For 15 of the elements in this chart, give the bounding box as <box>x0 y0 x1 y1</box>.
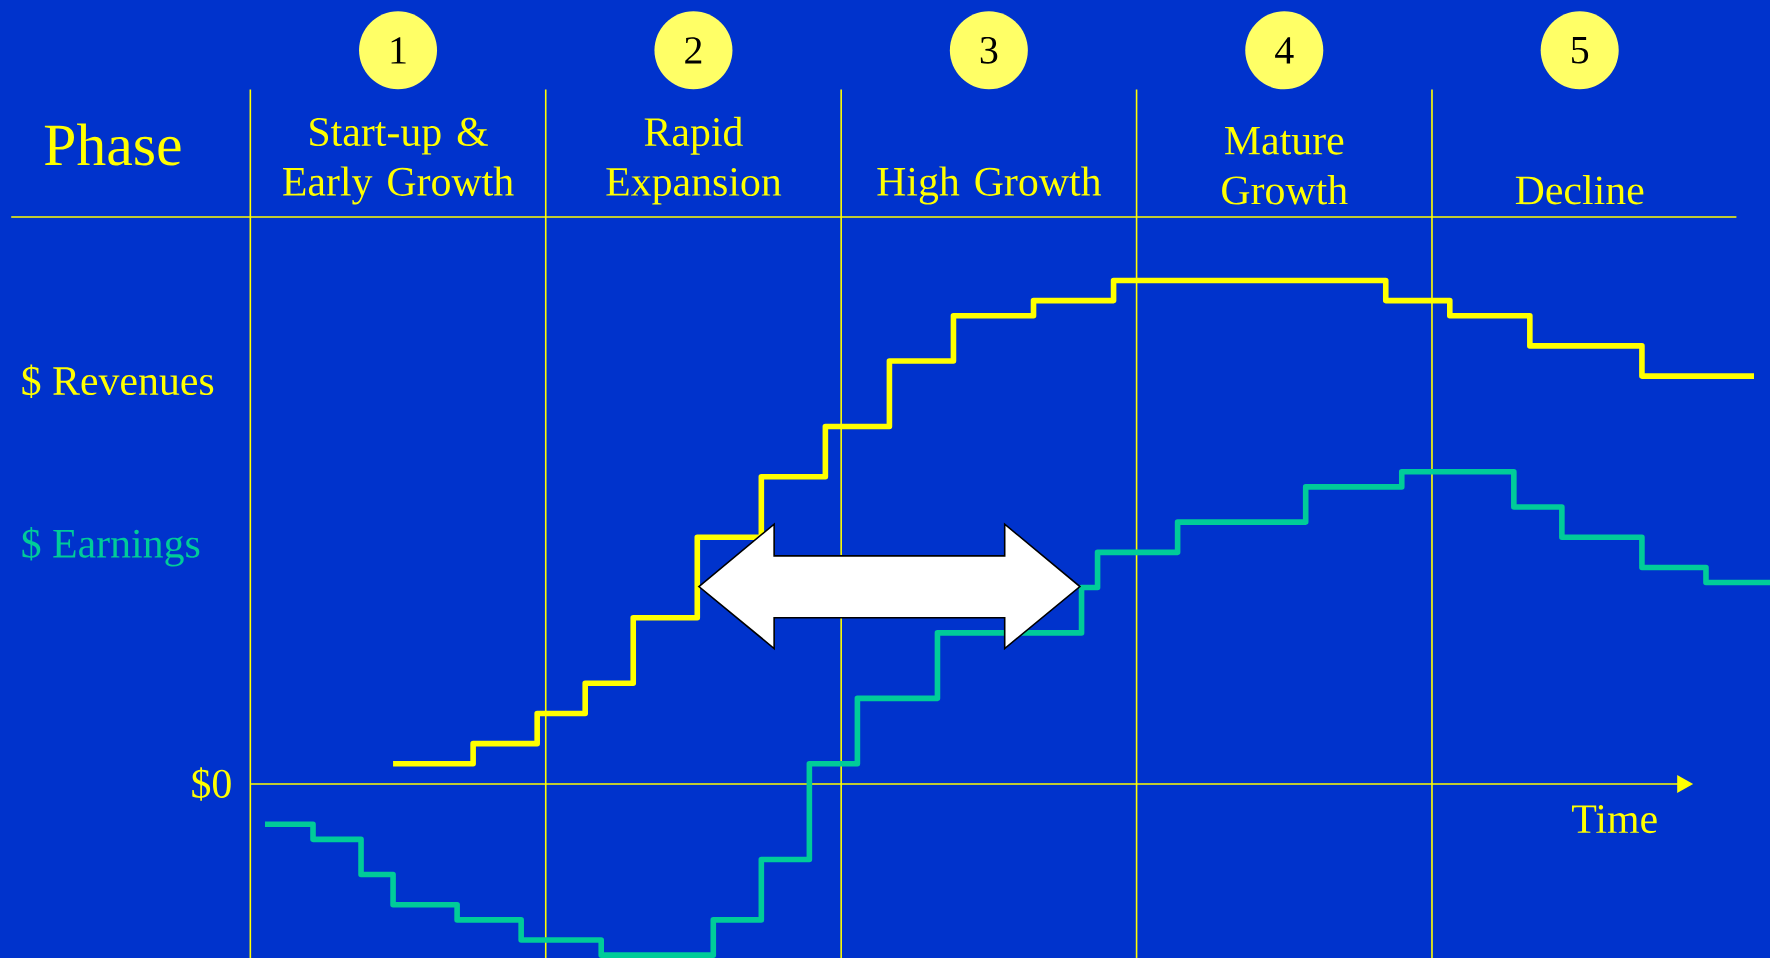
text: 5 <box>1572 37 1589 64</box>
text: $ Earnings <box>22 527 200 567</box>
text: Rapid Expansion <box>606 116 782 205</box>
text: 1 <box>391 37 406 64</box>
text: $ Revenues <box>22 364 214 398</box>
text: 2 <box>685 37 702 64</box>
text: Phase <box>44 123 181 166</box>
text: $0 <box>192 767 231 801</box>
x-axis-title: Time <box>1572 805 1657 834</box>
text: High Growth <box>877 166 1102 205</box>
text: Start-up & Early Growth <box>283 117 514 205</box>
text: 3 <box>980 36 998 64</box>
text: 4 <box>1275 37 1294 64</box>
text: Mature Growth <box>1222 126 1348 205</box>
text: Decline <box>1515 175 1644 205</box>
